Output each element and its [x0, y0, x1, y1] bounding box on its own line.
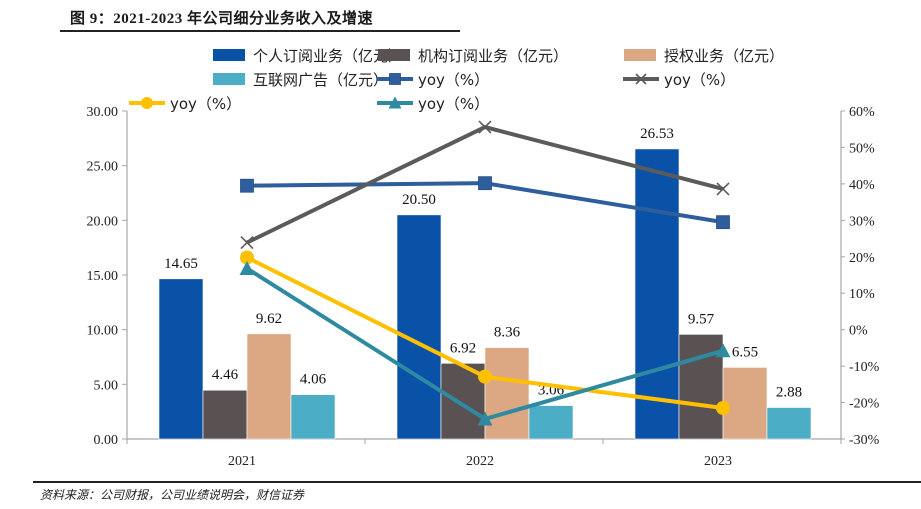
triangle-marker-icon — [715, 343, 731, 358]
y2-tick-label: 40% — [849, 178, 875, 193]
y-tick-label: 10.00 — [87, 324, 119, 339]
legend-item: 个人订阅业务（亿元） — [213, 47, 403, 65]
bar-data-label: 6.55 — [732, 344, 758, 360]
legend-label: 互联网广告（亿元） — [253, 71, 388, 89]
y2-tick-label: 20% — [849, 251, 875, 266]
line-series-yoy-3 — [240, 250, 730, 416]
y2-tick-label: -10% — [849, 360, 880, 375]
circle-marker-icon — [141, 97, 153, 109]
bar-data-label: 2.88 — [776, 385, 802, 401]
bar-data-label: 14.65 — [164, 256, 198, 272]
bar-data-label: 26.53 — [640, 126, 674, 142]
y-tick-label: 25.00 — [87, 160, 119, 175]
x-marker-stroke — [716, 182, 730, 196]
bar-data-label: 4.46 — [212, 367, 239, 383]
square-marker-icon — [478, 176, 492, 191]
x-tick-label: 2022 — [466, 454, 494, 469]
legend-label: 授权业务（亿元） — [664, 47, 784, 65]
bar — [634, 148, 680, 440]
x-tick-label: 2021 — [228, 454, 256, 469]
y-tick-label: 15.00 — [87, 269, 119, 284]
bar — [678, 334, 724, 440]
legend-label: 个人订阅业务（亿元） — [253, 47, 403, 65]
y2-tick-label: -30% — [849, 433, 880, 448]
legend-label: yoy（%） — [664, 71, 735, 89]
legend-item: yoy（%） — [129, 95, 241, 113]
legend-item: 互联网广告（亿元） — [213, 71, 388, 89]
bar-data-label: 9.57 — [688, 311, 715, 327]
bar — [202, 389, 248, 440]
line-series-yoy-2 — [240, 120, 730, 250]
bar — [440, 363, 486, 440]
bar — [290, 394, 336, 440]
y-tick-label: 5.00 — [94, 378, 119, 393]
square-marker-icon — [716, 215, 730, 230]
circle-marker-icon — [478, 369, 492, 384]
bar-series-3: 9.62 8.36 6.55 — [246, 311, 768, 440]
y-tick-label: 30.00 — [87, 105, 119, 120]
y-tick-label: 0.00 — [94, 433, 119, 448]
legend-swatch — [213, 73, 245, 85]
triangle-marker-icon — [239, 260, 255, 275]
chart-title: 图 9：2021-2023 年公司细分业务收入及增速 — [70, 11, 373, 27]
y2-tick-label: 60% — [849, 105, 875, 120]
circle-marker-icon — [240, 250, 254, 265]
legend-item: 机构订阅业务（亿元） — [378, 47, 568, 65]
circle-marker-icon — [716, 401, 730, 416]
x-marker-stroke — [478, 120, 492, 134]
square-marker-icon — [389, 73, 401, 85]
bar — [484, 347, 530, 440]
x-tick-label: 2023 — [704, 454, 732, 469]
y-tick-label: 20.00 — [87, 214, 119, 229]
square-marker-icon — [240, 178, 254, 193]
legend-label: yoy（%） — [418, 71, 489, 89]
legend-label: yoy（%） — [418, 95, 489, 113]
legend-swatch — [378, 49, 410, 61]
source-note: 资料来源：公司财报，公司业绩说明会，财信证券 — [40, 488, 305, 502]
y2-tick-label: 50% — [849, 141, 875, 156]
x-marker-icon — [478, 120, 492, 134]
legend-item: yoy（%） — [377, 95, 489, 113]
bar-series-1: 14.65 20.50 26.53 — [158, 126, 680, 440]
x-marker-icon — [635, 73, 647, 85]
y2-tick-label: 10% — [849, 287, 875, 302]
legend-swatch — [624, 49, 656, 61]
x-marker-stroke — [240, 235, 254, 250]
bar-data-label: 8.36 — [494, 325, 521, 341]
legend-label: 机构订阅业务（亿元） — [418, 47, 568, 65]
triangle-marker-icon — [477, 411, 493, 426]
bar — [766, 407, 812, 440]
bar-data-label: 4.06 — [300, 372, 327, 388]
bar — [722, 367, 768, 440]
bar — [396, 214, 442, 440]
bar-data-label: 20.50 — [402, 192, 436, 208]
triangle-marker-icon — [388, 96, 402, 109]
bar — [528, 405, 574, 440]
title-underline — [60, 30, 460, 32]
source-divider — [33, 481, 921, 483]
legend-item: yoy（%） — [623, 71, 735, 89]
legend-item: yoy（%） — [377, 71, 489, 89]
legend-label: yoy（%） — [170, 95, 241, 113]
line-series-yoy-4 — [239, 260, 731, 426]
bar-data-label: 6.92 — [450, 340, 476, 356]
bar-data-label: 9.62 — [256, 311, 282, 327]
y2-tick-label: -20% — [849, 397, 880, 412]
x-marker-stroke — [635, 73, 647, 85]
legend-item: 授权业务（亿元） — [624, 47, 784, 65]
x-marker-icon — [716, 182, 730, 196]
y2-tick-label: 30% — [849, 214, 875, 229]
x-marker-icon — [240, 235, 254, 250]
line-series-yoy-1 — [240, 176, 730, 230]
y2-tick-label: 0% — [849, 324, 868, 339]
bar — [246, 333, 292, 440]
bar — [158, 278, 204, 440]
legend-swatch — [213, 49, 245, 61]
bar-series-4: 4.063.06 2.88 — [290, 372, 812, 440]
legend: 个人订阅业务（亿元） 机构订阅业务（亿元） 授权业务（亿元） 互联网广告（亿元） yoy… — [129, 47, 784, 113]
